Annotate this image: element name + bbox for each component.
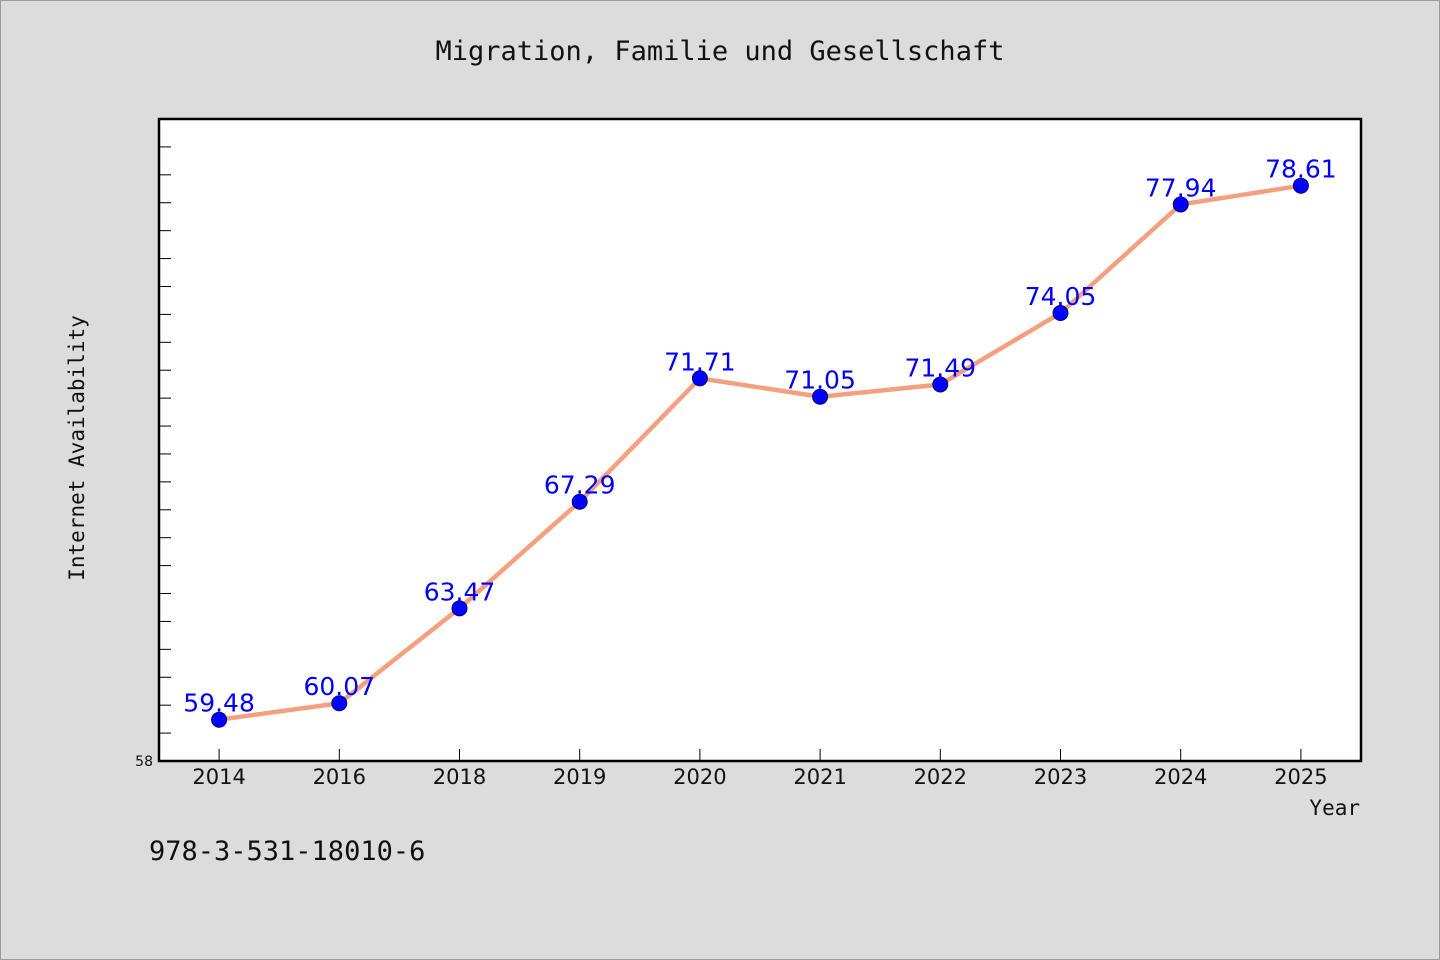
x-tick-label: 2014 [192,765,245,789]
marker-layer [211,177,1309,728]
x-tick-label: 2024 [1154,765,1207,789]
data-label: 63.47 [424,577,496,606]
y-tick-label: 58 [135,754,153,770]
plot-area [157,117,1363,763]
data-label: 71.71 [664,347,736,376]
x-tick-label: 2021 [793,765,846,789]
data-point [1292,177,1309,194]
chart-title: Migration, Familie und Gesellschaft [435,36,1005,67]
x-tick-label: 2016 [313,765,366,789]
x-tick-label: 2020 [673,765,726,789]
data-label-layer: 59.48 60.07 63.47 67.29 71.71 71.05 71.49 74.05… [183,155,1336,718]
x-tick-label: 2019 [553,765,606,789]
series-layer [216,183,1304,722]
data-point [331,695,348,712]
series-line [216,183,1304,722]
x-tick-label: 2022 [914,765,967,789]
x-tick-label: 2023 [1034,765,1087,789]
data-label: 60.07 [304,672,376,701]
data-label: 77.94 [1145,173,1217,202]
data-point [1052,304,1069,321]
data-label: 78.61 [1265,155,1337,184]
data-point [211,711,228,728]
data-label: 71.05 [784,366,856,395]
x-tick-label: 2018 [433,765,486,789]
isbn-text: 978-3-531-18010-6 [149,836,426,867]
data-label: 74.05 [1025,282,1097,311]
data-label: 67.29 [544,471,616,500]
data-point [691,370,708,387]
x-tick-label: 2025 [1274,765,1327,789]
data-point [812,388,829,405]
y-axis-ticks: 58 [135,146,171,770]
data-point [932,376,949,393]
data-point [451,600,468,617]
data-point [1172,196,1189,213]
x-axis-ticks: 2014 2016 2018 2019 2020 2021 2022 2023 2024 2025 [192,749,1328,789]
data-label: 71.49 [905,353,977,382]
data-label: 59.48 [183,689,255,718]
x-axis-label: Year [1309,796,1360,820]
data-point [571,493,588,510]
